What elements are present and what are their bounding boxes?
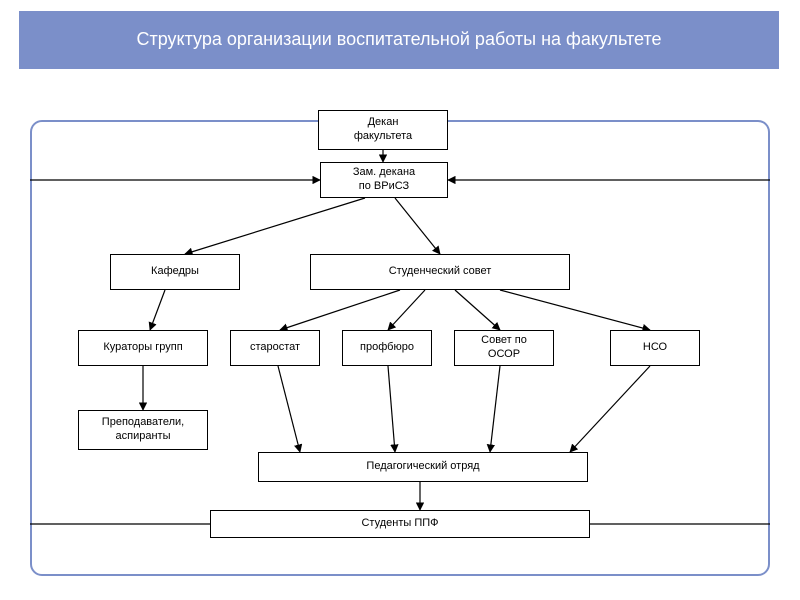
node-starostat: старостат [230,330,320,366]
node-label: профбюро [360,341,414,355]
node-label: Совет по ОСОР [481,334,527,362]
node-students: Студенты ППФ [210,510,590,538]
node-council: Студенческий совет [310,254,570,290]
title-text: Структура организации воспитательной раб… [136,28,661,51]
node-pedsquad: Педагогический отряд [258,452,588,482]
node-osor: Совет по ОСОР [454,330,554,366]
node-label: Декан факультета [354,116,412,144]
node-label: Преподаватели, аспиранты [102,416,184,444]
node-label: Кураторы групп [103,341,182,355]
node-label: Студенты ППФ [361,517,438,531]
node-label: Педагогический отряд [366,460,479,474]
node-dean: Декан факультета [318,110,448,150]
node-teachers: Преподаватели, аспиранты [78,410,208,450]
node-label: Кафедры [151,265,199,279]
node-kafedry: Кафедры [110,254,240,290]
node-vice: Зам. декана по ВРиСЗ [320,162,448,198]
node-nso: НСО [610,330,700,366]
node-label: Зам. декана по ВРиСЗ [353,166,415,194]
node-profburo: профбюро [342,330,432,366]
node-label: Студенческий совет [389,265,492,279]
node-curators: Кураторы групп [78,330,208,366]
title-banner: Структура организации воспитательной раб… [18,10,780,70]
node-label: НСО [643,341,667,355]
node-label: старостат [250,341,300,355]
